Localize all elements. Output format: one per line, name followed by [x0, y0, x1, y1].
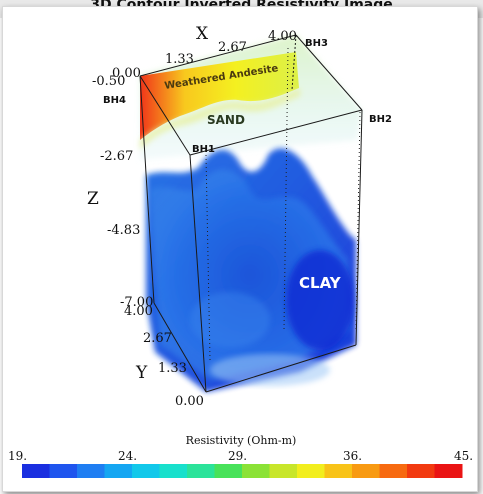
z-tick-3: -7.00	[120, 295, 153, 310]
y-tick-0: 4.00	[124, 304, 153, 319]
colorbar-swatches	[22, 464, 463, 478]
y-tick-3: 0.00	[175, 394, 204, 409]
colorbar-swatch	[214, 464, 243, 478]
z-tick-2: -4.83	[107, 223, 140, 238]
colorbar-tick-1: 24.	[118, 449, 137, 463]
colorbar-tick-2: 29.	[228, 449, 247, 463]
colorbar-swatch	[22, 464, 50, 478]
colorbar-swatch	[159, 464, 188, 478]
colorbar: Resistivity (Ohm-m) 19. 24. 29. 36. 45.	[8, 434, 473, 478]
x-tick-1: 1.33	[165, 52, 194, 67]
x-tick-3: 4.00	[268, 29, 297, 44]
x-tick-2: 2.67	[218, 40, 247, 55]
layer-label-clay: CLAY	[299, 274, 342, 292]
y-axis-label: Y	[135, 363, 148, 383]
colorbar-tick-0: 19.	[8, 449, 27, 463]
weathered-andesite-layer	[140, 52, 300, 150]
borehole-bh3-label: BH3	[305, 38, 328, 49]
colorbar-swatch	[269, 464, 298, 478]
borehole-bh1-label: BH1	[192, 144, 215, 155]
colorbar-swatch	[104, 464, 133, 478]
colorbar-swatch	[379, 464, 408, 478]
colorbar-tick-3: 36.	[343, 449, 362, 463]
z-axis-label: Z	[87, 189, 99, 209]
colorbar-swatch	[242, 464, 270, 478]
x-axis-label: X	[196, 24, 209, 44]
z-tick-0: -0.50	[92, 74, 125, 89]
colorbar-swatch	[434, 464, 463, 478]
colorbar-swatch	[352, 464, 380, 478]
x-tick-0: 0.00	[112, 66, 141, 81]
colorbar-swatch	[407, 464, 435, 478]
colorbar-tick-4: 45.	[454, 449, 473, 463]
colorbar-swatch	[297, 464, 325, 478]
bounding-box	[139, 34, 363, 393]
colorbar-swatch	[324, 464, 353, 478]
clay-body-volume	[146, 148, 356, 392]
colorbar-swatch	[132, 464, 160, 478]
layer-label-sand: SAND	[207, 113, 245, 127]
colorbar-swatch	[187, 464, 215, 478]
borehole-bh4-label: BH4	[103, 95, 126, 106]
y-tick-2: 1.33	[158, 361, 187, 376]
y-tick-1: 2.67	[143, 331, 172, 346]
borehole-bh2-label: BH2	[369, 114, 392, 125]
colorbar-title: Resistivity (Ohm-m)	[186, 434, 297, 447]
colorbar-swatch	[77, 464, 105, 478]
colorbar-swatch	[49, 464, 78, 478]
z-tick-1: -2.67	[100, 149, 133, 164]
